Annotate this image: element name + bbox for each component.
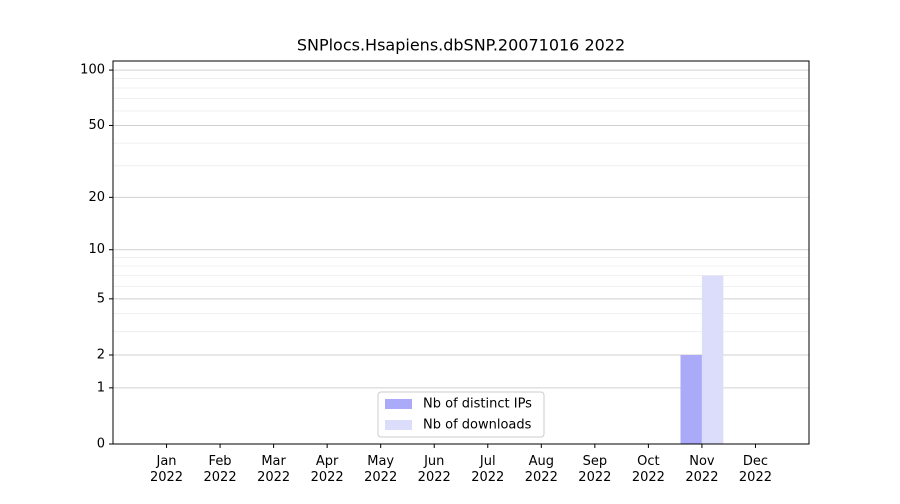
chart-title: SNPlocs.Hsapiens.dbSNP.20071016 2022 xyxy=(297,36,625,55)
legend-label: Nb of distinct IPs xyxy=(423,397,532,412)
legend-swatch xyxy=(385,420,412,430)
legend-swatch xyxy=(385,399,412,409)
legend-box xyxy=(377,391,545,438)
bar xyxy=(680,354,702,444)
y-tick-label: 10 xyxy=(88,242,105,257)
bar xyxy=(701,275,724,444)
x-tick-label: Mar 2022 xyxy=(257,454,290,485)
y-tick-label: 100 xyxy=(80,63,105,78)
x-tick-label: Dec 2022 xyxy=(739,454,772,485)
plot-frame xyxy=(112,60,810,445)
x-tick-label: Jul 2022 xyxy=(471,454,504,485)
y-tick-label: 1 xyxy=(97,380,105,395)
x-tick-label: Nov 2022 xyxy=(685,454,718,485)
x-tick-label: May 2022 xyxy=(364,454,397,485)
x-tick-label: Oct 2022 xyxy=(632,454,665,485)
y-tick-label: 20 xyxy=(88,190,105,205)
legend-label: Nb of downloads xyxy=(423,418,532,433)
x-tick-label: Jun 2022 xyxy=(418,454,451,485)
x-tick-label: Aug 2022 xyxy=(525,454,558,485)
y-tick-label: 2 xyxy=(97,347,105,362)
x-tick-label: Feb 2022 xyxy=(204,454,237,485)
x-tick-label: Apr 2022 xyxy=(311,454,344,485)
y-tick-label: 5 xyxy=(97,291,105,306)
y-tick-label: 0 xyxy=(97,437,105,452)
x-tick-label: Sep 2022 xyxy=(578,454,611,485)
legend: Nb of distinct IPs Nb of downloads xyxy=(377,391,545,438)
x-tick-label: Jan 2022 xyxy=(150,454,183,485)
y-tick-label: 50 xyxy=(88,118,105,133)
